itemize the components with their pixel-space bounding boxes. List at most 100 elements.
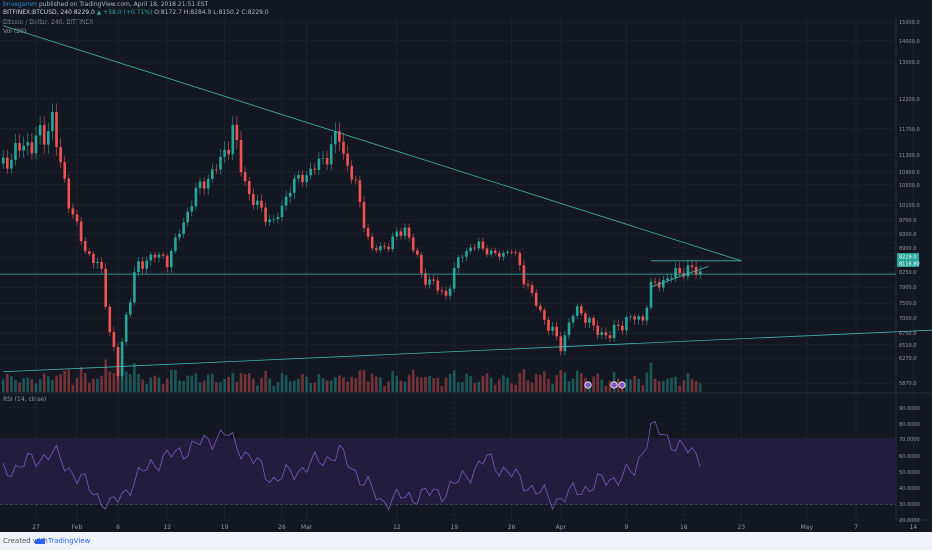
candle-body <box>202 181 206 189</box>
candle-body <box>194 187 198 207</box>
volume-bar <box>539 374 542 392</box>
candle-body <box>47 131 50 145</box>
candle-body <box>120 341 124 377</box>
candle-body <box>325 158 329 165</box>
candle-body <box>612 324 616 339</box>
candle-body <box>662 280 665 288</box>
candle-body <box>506 251 509 253</box>
volume-bar <box>92 378 95 392</box>
candle-body <box>223 150 226 157</box>
price-tick-label: 6510.0 <box>899 343 917 349</box>
volume-bar <box>317 374 321 392</box>
x-tick-label: 16 <box>680 524 688 531</box>
candle-body <box>379 246 382 251</box>
candle-body <box>387 246 390 250</box>
candle-body <box>92 253 95 264</box>
candle-body <box>420 254 423 274</box>
candle-body <box>596 325 599 335</box>
candle-body <box>141 261 144 269</box>
volume-bar <box>346 381 349 392</box>
candle-body <box>309 168 312 176</box>
symbol-legend: BITFINEX:BTCUSD, 240 8229.0 ▲ +58.0 (+0.… <box>3 9 269 17</box>
candle-body <box>436 280 440 291</box>
candle-body <box>375 248 378 251</box>
volume-bar <box>108 371 112 392</box>
candle-body <box>600 332 604 335</box>
author-link[interactable]: bnvegamm <box>3 1 38 8</box>
volume-bar <box>383 385 386 392</box>
volume-bar <box>284 375 288 392</box>
candle-body <box>301 174 304 183</box>
candle-body <box>534 292 538 306</box>
volume-bar <box>42 373 46 392</box>
candle-body <box>559 336 563 352</box>
volume-bar <box>231 372 235 392</box>
volume-bar <box>30 379 34 392</box>
candle-body <box>26 142 30 146</box>
candle-body <box>440 290 444 292</box>
candle-body <box>461 256 464 258</box>
price-chart[interactable]: 27Feb6121926Mar121926Apr91623May7142128J… <box>0 0 932 532</box>
candle-body <box>391 236 394 250</box>
volume-bar <box>104 359 107 392</box>
symbol-name: BITFINEX:BTCUSD, 240 <box>3 9 72 16</box>
volume-bar <box>657 381 661 392</box>
candle-body <box>182 222 185 234</box>
volume-bar <box>514 384 517 392</box>
candle-body <box>514 251 517 253</box>
candle-body <box>227 150 230 155</box>
ohlc-values: O:8172.7 H:8284.9 L:8150.2 C:8229.0 <box>154 9 269 16</box>
price-tick-label: 10100.0 <box>899 203 920 209</box>
rsi-band <box>0 438 896 504</box>
candle-body <box>243 172 247 182</box>
candle-body <box>129 302 132 315</box>
event-marker-icon <box>618 381 626 389</box>
volume-bar <box>580 373 583 392</box>
candle-body <box>124 314 128 342</box>
brand-link[interactable]: TradingView <box>48 537 91 545</box>
x-tick-label: May <box>801 524 814 531</box>
volume-bar <box>592 376 595 392</box>
volume-bar <box>59 374 62 392</box>
volume-bar <box>370 373 374 392</box>
volume-bar <box>14 379 17 392</box>
rsi-tick-label: 70.0000 <box>899 437 920 443</box>
candle-body <box>231 124 235 155</box>
volume-bar <box>252 378 255 392</box>
candle-body <box>629 316 632 318</box>
rsi-title: RSI (14, close) <box>3 396 47 403</box>
rsi-polyline <box>2 420 701 511</box>
candle-body <box>260 200 263 208</box>
volume-bar <box>567 381 571 392</box>
candle-body <box>465 251 468 257</box>
candle-body <box>645 307 649 321</box>
price-tick-label: 14000.0 <box>899 39 920 45</box>
volume-bar <box>649 362 653 392</box>
volume-bar <box>362 370 366 392</box>
volume-bar <box>666 378 669 392</box>
price-tick-label: 10500.0 <box>899 183 920 189</box>
volume-bar <box>325 380 329 392</box>
volume-bar <box>395 375 399 392</box>
volume-bar <box>124 371 128 392</box>
candle-body <box>247 181 251 194</box>
candle-body <box>276 217 280 220</box>
candle-body <box>637 316 640 320</box>
volume-bar <box>293 380 296 392</box>
candle-body <box>334 131 337 145</box>
volume-bar <box>26 377 30 392</box>
candle-body <box>186 211 189 223</box>
volume-bar <box>1 379 5 392</box>
volume-bar <box>420 377 423 392</box>
volume-bar <box>161 384 165 392</box>
volume-bar <box>563 372 567 392</box>
candle-body <box>293 178 296 193</box>
candle-body <box>145 260 148 269</box>
x-tick-label: 12 <box>393 524 401 531</box>
candle-body <box>268 219 271 223</box>
volume-bar <box>198 382 202 392</box>
volume-bar <box>133 363 136 392</box>
volume-bar <box>157 377 161 392</box>
volume-bar <box>424 376 427 392</box>
candle-body <box>14 143 17 160</box>
